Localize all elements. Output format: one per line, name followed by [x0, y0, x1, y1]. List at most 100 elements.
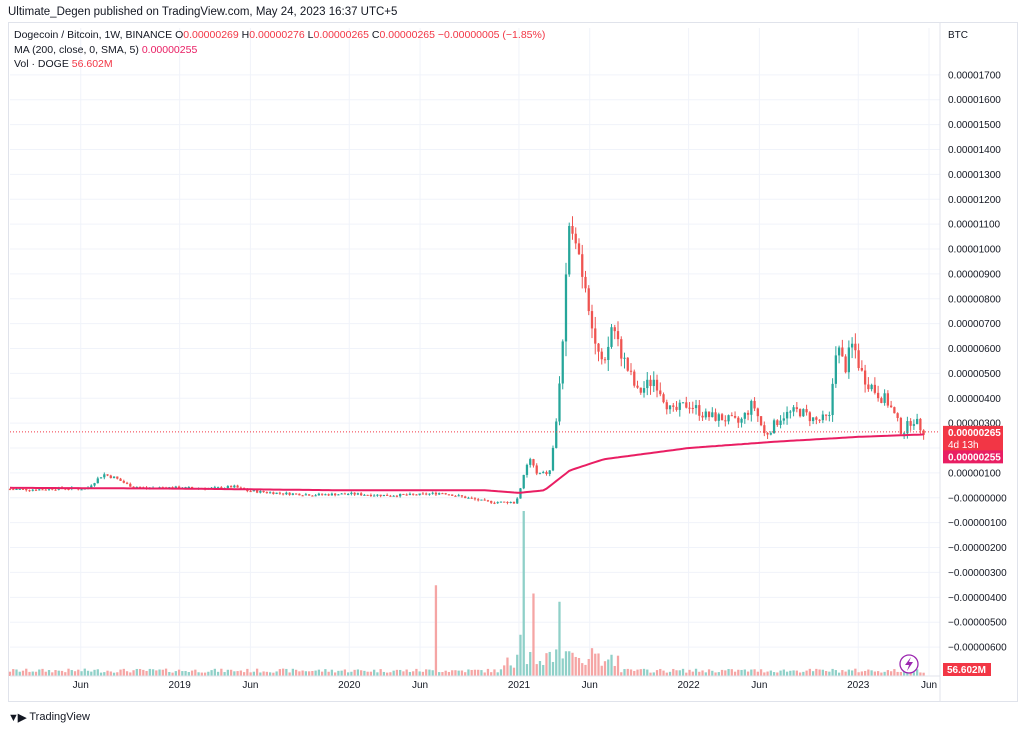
y-tick-label: 0.00000700 — [948, 319, 1001, 330]
volume-bar — [343, 669, 347, 676]
candle — [789, 411, 792, 413]
candle — [733, 415, 737, 418]
volume-bar — [681, 668, 685, 676]
candle — [798, 409, 802, 417]
volume-bar — [41, 668, 44, 676]
volume-bar — [480, 670, 483, 676]
candle — [464, 496, 467, 499]
volume-bar — [522, 511, 525, 676]
candle — [558, 383, 561, 422]
volume-bar — [460, 670, 464, 676]
candle — [828, 415, 831, 417]
volume-bar — [909, 671, 912, 676]
candle — [307, 494, 311, 496]
volume-bar — [512, 667, 516, 676]
candle — [756, 408, 759, 417]
y-tick-label: 0.00001500 — [948, 120, 1001, 131]
candle — [405, 494, 408, 496]
volume-bar — [590, 648, 594, 676]
volume-bar — [145, 670, 148, 676]
volume-bar — [125, 671, 129, 676]
candle — [187, 487, 190, 489]
candle — [213, 487, 216, 489]
candle — [493, 502, 496, 504]
legend-vol-row[interactable]: Vol · DOGE 56.602M — [14, 57, 545, 72]
volume-bar — [574, 656, 577, 676]
candle — [112, 476, 116, 479]
volume-bar — [623, 669, 626, 676]
volume-bar — [785, 671, 789, 676]
candle — [694, 405, 698, 409]
volume-bar — [633, 670, 636, 676]
candle — [386, 494, 389, 496]
candle — [334, 493, 337, 496]
candle — [782, 418, 785, 421]
candle — [649, 379, 652, 387]
volume-bar — [376, 672, 379, 676]
footer: ▼▶ TradingView — [8, 708, 90, 726]
x-tick-label: Jun — [751, 680, 767, 691]
volume-bar — [142, 669, 145, 676]
candle — [301, 495, 304, 497]
candle — [451, 494, 454, 496]
volume-bar — [730, 669, 733, 676]
candle — [122, 480, 125, 483]
candle — [103, 474, 106, 478]
volume-bar — [616, 655, 620, 676]
candle — [379, 494, 382, 497]
volume-bar — [841, 670, 844, 676]
volume-bar — [132, 670, 135, 676]
candle — [467, 497, 470, 499]
candle — [876, 392, 880, 399]
chart-frame[interactable] — [8, 22, 1018, 702]
volume-bar — [239, 670, 242, 676]
candle — [886, 393, 890, 406]
volume-bar — [161, 669, 164, 676]
volume-bar — [863, 670, 867, 676]
y-tick-label: 0.00000900 — [948, 269, 1001, 280]
tradingview-logo-icon[interactable]: ▼▶ — [8, 711, 26, 724]
volume-bar — [291, 668, 295, 676]
volume-bar — [51, 672, 54, 676]
volume-bar — [272, 672, 275, 676]
candle — [41, 489, 44, 491]
candle — [516, 498, 519, 504]
candle — [236, 485, 239, 488]
candle — [366, 494, 369, 496]
volume-bar — [363, 670, 366, 676]
volume-bar — [317, 669, 321, 676]
candle — [759, 416, 763, 426]
legend-ma-row[interactable]: MA (200, close, 0, SMA, 5) 0.00000255 — [14, 43, 545, 58]
candle — [743, 412, 746, 419]
volume-bar — [447, 671, 451, 676]
candle — [12, 489, 15, 491]
volume-bar — [821, 669, 824, 676]
lightning-icon[interactable] — [899, 654, 919, 674]
candle — [93, 483, 96, 486]
candle — [220, 487, 223, 489]
time-axis: Jun 2019 Jun 2020 Jun 2021 Jun 2022 Jun 2023 Jun — [10, 675, 940, 691]
candle — [38, 489, 41, 491]
legend-vol-value: 56.602M — [71, 58, 113, 70]
volume-bar — [86, 670, 90, 676]
candle — [626, 357, 629, 371]
candle — [847, 347, 850, 373]
volume-bar — [434, 585, 438, 676]
candle — [795, 407, 798, 410]
candle — [769, 433, 772, 435]
x-tick-label: Jun — [73, 680, 89, 691]
volume-bar — [34, 671, 38, 676]
legend-symbol[interactable]: Dogecoin / Bitcoin, 1W, BINANCE — [14, 29, 173, 41]
candle — [15, 488, 18, 490]
y-tick-label: 0.00001700 — [948, 70, 1001, 81]
candle — [291, 493, 295, 495]
volume-bar — [597, 653, 600, 676]
volume-bar — [883, 671, 886, 676]
volume-bar — [581, 663, 584, 676]
volume-bar — [96, 669, 99, 676]
tradingview-brand[interactable]: TradingView — [29, 711, 90, 723]
candle — [870, 384, 873, 390]
y-tick-label: 0.00001200 — [948, 195, 1001, 206]
volume-bar — [288, 672, 291, 676]
